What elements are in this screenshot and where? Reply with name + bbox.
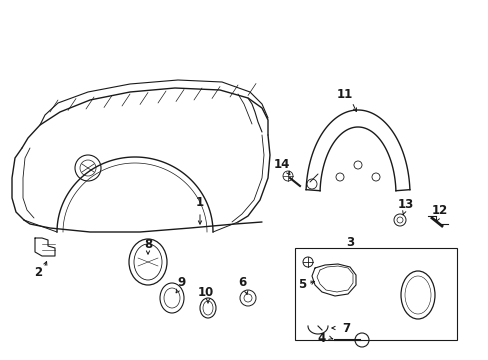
Text: 14: 14: [273, 158, 289, 171]
Text: 1: 1: [196, 195, 203, 208]
Text: 13: 13: [397, 198, 413, 211]
Text: 10: 10: [198, 285, 214, 298]
Text: 11: 11: [336, 89, 352, 102]
Text: 5: 5: [297, 278, 305, 291]
Text: 8: 8: [143, 238, 152, 251]
Text: 6: 6: [237, 275, 245, 288]
Text: 12: 12: [431, 203, 447, 216]
Bar: [294, 248, 456, 340]
Text: 9: 9: [178, 275, 186, 288]
Text: 2: 2: [34, 266, 42, 279]
Text: 3: 3: [345, 235, 353, 248]
Text: 7: 7: [341, 321, 349, 334]
Text: 4: 4: [317, 332, 325, 345]
